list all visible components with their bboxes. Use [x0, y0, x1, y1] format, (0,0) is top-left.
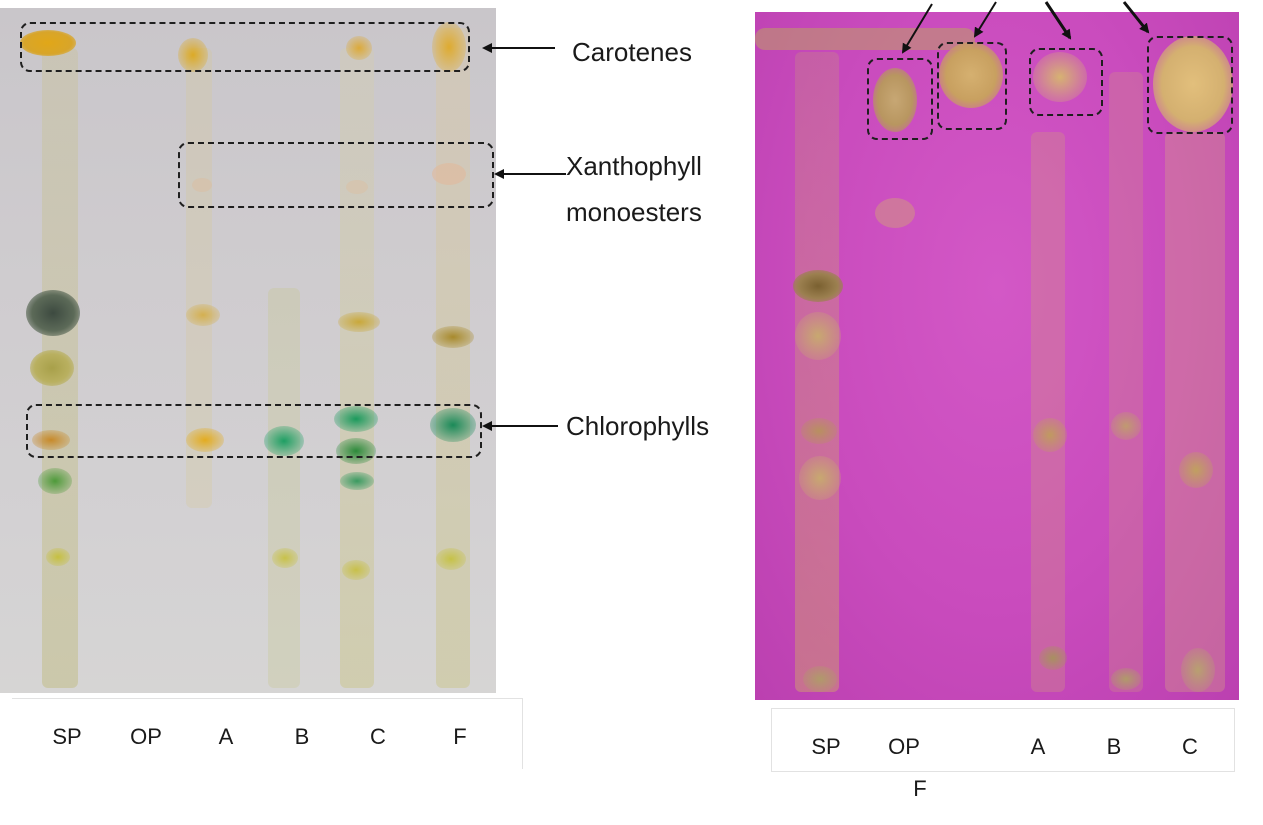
left-lane-label-a: A	[218, 724, 234, 749]
lane-streak-c	[340, 48, 374, 688]
carotene-spot-sp	[20, 30, 76, 56]
left-lane-label-strip	[12, 698, 523, 769]
yellow-spot-c-lower	[342, 560, 370, 580]
tan-spot-sp-right-2	[801, 418, 837, 444]
lane-streak-c-right	[1165, 132, 1225, 692]
left-lane-label-c: C	[370, 724, 386, 749]
top-arrow-4	[1122, 1, 1150, 34]
xanthophyll-spot-f	[432, 163, 466, 185]
spot-a-bottom	[1039, 646, 1067, 670]
lane-streak-b	[268, 288, 300, 688]
yellow-spot-a-upper	[186, 304, 220, 326]
yellow-spot-f	[436, 548, 466, 570]
lane-streak-sp-right	[795, 52, 839, 692]
right-lane-label-op: OP	[888, 734, 920, 759]
yellow-spot-c-upper	[338, 312, 380, 332]
faint-spot-op	[875, 198, 915, 228]
annotation-xanthophyll-line1: Xanthophyll	[566, 151, 702, 181]
top-arrow-1	[901, 3, 933, 54]
left-lane-label-f: F	[453, 724, 467, 749]
lane-streak-f	[436, 28, 470, 688]
olive-spot-sp	[30, 350, 74, 386]
spot-b-mid	[1111, 412, 1141, 440]
bottom-spot-sp-right	[803, 666, 837, 692]
carotene-spot-c	[346, 36, 372, 60]
green-spot-c-bottom	[340, 472, 374, 490]
top-spot-2	[939, 42, 1003, 108]
top-spot-op	[873, 68, 917, 132]
olive-spot-f	[432, 326, 474, 348]
yellow-spot-b	[272, 548, 298, 568]
green-spot-c	[334, 406, 378, 432]
xanthophyll-spot-c	[346, 180, 368, 194]
right-lane-label-f: F	[913, 776, 927, 801]
carotene-spot-a	[178, 38, 208, 72]
left-tlc-plate	[0, 8, 496, 693]
right-lane-label-c: C	[1182, 734, 1198, 759]
green-spot-f	[430, 408, 476, 442]
carotenes-box	[20, 22, 470, 72]
green-spot-c-lower	[336, 438, 376, 464]
spot-c-mid	[1179, 452, 1213, 488]
right-tlc-plate	[755, 12, 1239, 700]
lane-streak-b-right	[1109, 72, 1143, 692]
a-spot-box	[1029, 48, 1103, 116]
right-lane-label-a: A	[1030, 734, 1046, 759]
top-arrow-2	[973, 1, 997, 38]
annotation-chlorophylls: Chlorophylls	[566, 411, 710, 441]
right-lane-label-strip	[771, 708, 1235, 772]
spot-c-bottom	[1181, 648, 1215, 692]
left-lane-label-b: B	[294, 724, 310, 749]
left-lane-label-op: OP	[130, 724, 162, 749]
top-smear	[755, 28, 975, 50]
yellow-spot-sp	[46, 548, 70, 566]
lane-streak-a-right	[1031, 132, 1065, 692]
tan-spot-sp-right-3	[799, 456, 841, 500]
spot-b-bottom	[1111, 668, 1141, 690]
top-spot-a	[1033, 52, 1087, 102]
top-arrow-3	[1044, 1, 1072, 40]
spot-2-box	[937, 42, 1007, 130]
green-spot-b	[264, 426, 304, 456]
left-lane-label-sp: SP	[52, 724, 82, 749]
xanthophyll-spot-a	[192, 178, 212, 192]
annotation-xanthophyll-line2: monoesters	[566, 197, 702, 227]
green-spot-sp	[38, 468, 72, 494]
chlorophylls-box	[26, 404, 482, 458]
yellow-spot-a-lower	[186, 428, 224, 452]
tan-spot-sp-right	[795, 312, 841, 360]
annotation-carotenes: Carotenes	[572, 37, 692, 67]
xanthophyll-box	[178, 142, 494, 208]
orange-spot-sp	[32, 430, 70, 450]
dark-spot-sp	[26, 290, 80, 336]
right-lane-label-sp: SP	[811, 734, 841, 759]
top-spot-c	[1153, 36, 1233, 132]
op-spot-box	[867, 58, 933, 140]
spot-a-mid	[1033, 418, 1067, 452]
dark-spot-sp-right	[793, 270, 843, 302]
right-lane-label-b: B	[1106, 734, 1122, 759]
c-spot-box	[1147, 36, 1233, 134]
